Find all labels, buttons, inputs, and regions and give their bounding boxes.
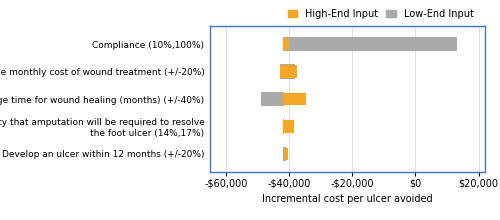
Bar [280,64,295,79]
Bar [284,148,288,160]
Bar [282,93,306,105]
Bar [282,147,286,161]
Bar [282,120,294,133]
Bar [260,92,284,106]
Bar [280,65,297,78]
Bar [282,38,289,50]
X-axis label: Incremental cost per ulcer avoided: Incremental cost per ulcer avoided [262,194,433,204]
Legend: High-End Input, Low-End Input: High-End Input, Low-End Input [288,9,474,19]
Bar [282,37,457,51]
Bar [282,119,284,134]
